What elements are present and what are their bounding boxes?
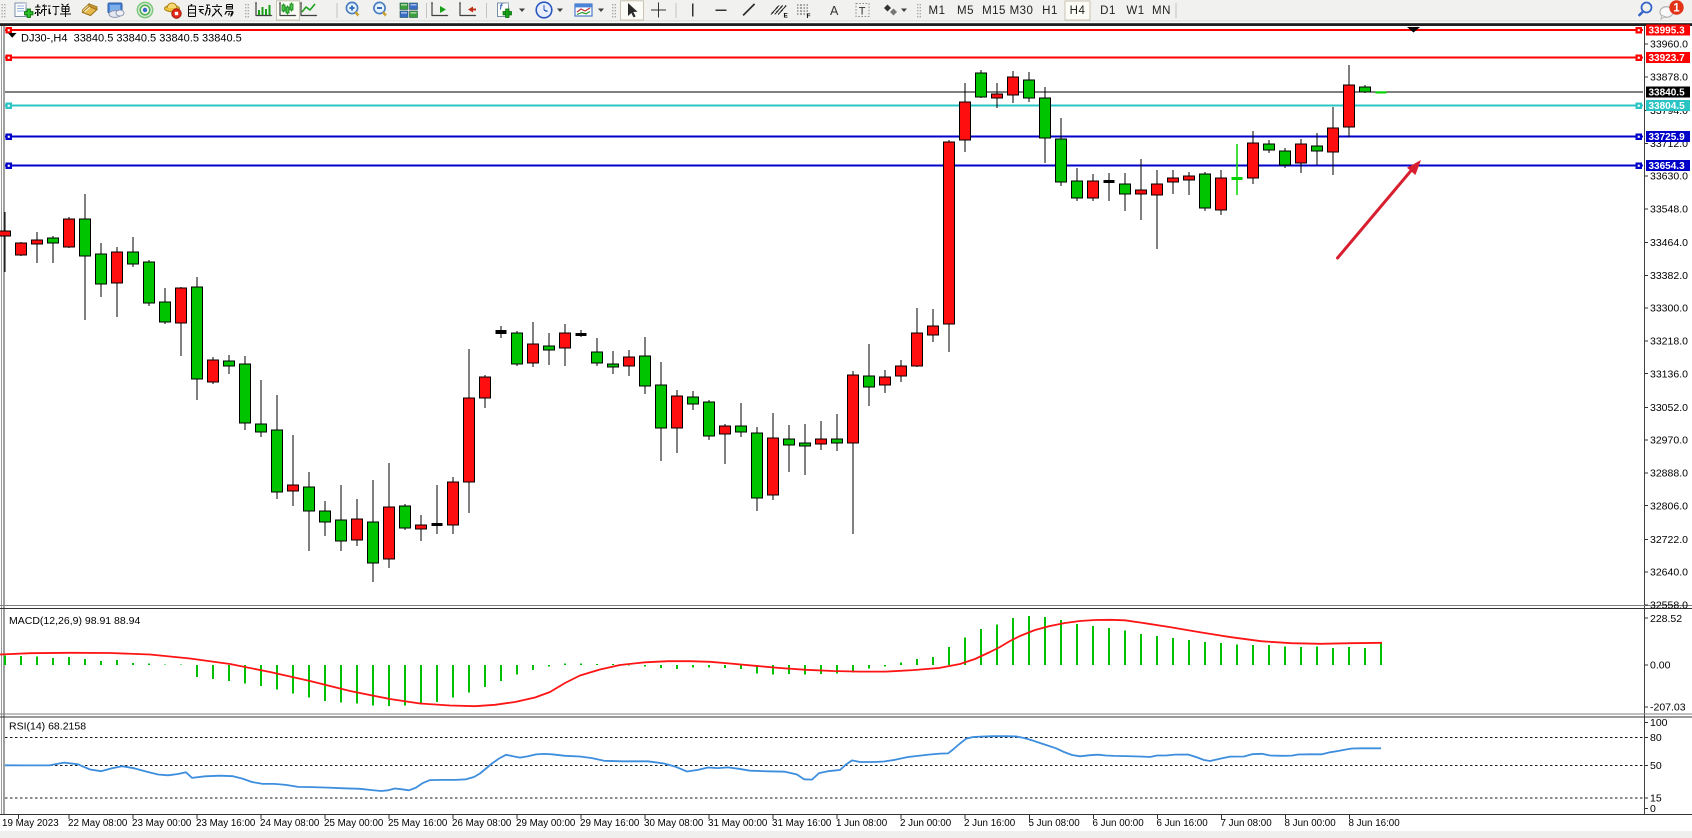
svg-text:2 Jun 00:00: 2 Jun 00:00 [900, 818, 952, 829]
svg-text:22 May 08:00: 22 May 08:00 [68, 818, 128, 829]
svg-text:31 May 00:00: 31 May 00:00 [708, 818, 768, 829]
svg-text:33218.0: 33218.0 [1650, 336, 1688, 348]
svg-text:25 May 00:00: 25 May 00:00 [324, 818, 384, 829]
svg-text:33878.0: 33878.0 [1650, 72, 1688, 84]
svg-text:33548.0: 33548.0 [1650, 204, 1688, 216]
svg-text:32640.0: 32640.0 [1650, 567, 1688, 579]
svg-text:32888.0: 32888.0 [1650, 468, 1688, 480]
svg-text:RSI(14) 68.2158: RSI(14) 68.2158 [9, 721, 86, 733]
svg-text:MACD(12,26,9) 98.91 88.94: MACD(12,26,9) 98.91 88.94 [9, 615, 140, 627]
svg-text:1 Jun 08:00: 1 Jun 08:00 [836, 818, 888, 829]
svg-text:33725.9: 33725.9 [1649, 132, 1686, 143]
svg-text:8 Jun 00:00: 8 Jun 00:00 [1285, 818, 1337, 829]
svg-text:M5: M5 [957, 5, 974, 17]
svg-text:23 May 16:00: 23 May 16:00 [196, 818, 256, 829]
svg-text:5 Jun 08:00: 5 Jun 08:00 [1029, 818, 1081, 829]
svg-text:33052.0: 33052.0 [1650, 402, 1688, 414]
svg-text:100: 100 [1650, 717, 1668, 729]
svg-text:32970.0: 32970.0 [1650, 435, 1688, 447]
svg-text:8 Jun 16:00: 8 Jun 16:00 [1349, 818, 1401, 829]
svg-text:33300.0: 33300.0 [1650, 303, 1688, 315]
svg-text:6 Jun 16:00: 6 Jun 16:00 [1157, 818, 1209, 829]
svg-text:25 May 16:00: 25 May 16:00 [388, 818, 448, 829]
svg-text:7 Jun 08:00: 7 Jun 08:00 [1221, 818, 1273, 829]
svg-text:33136.0: 33136.0 [1650, 368, 1688, 380]
svg-text:33382.0: 33382.0 [1650, 270, 1688, 282]
svg-text:33840.5: 33840.5 [1649, 88, 1686, 99]
svg-text:M15: M15 [982, 5, 1006, 17]
svg-text:50: 50 [1650, 760, 1662, 772]
svg-text:M30: M30 [1010, 5, 1034, 17]
svg-text:80: 80 [1650, 732, 1662, 744]
svg-text:H4: H4 [1070, 5, 1086, 17]
svg-text:M1: M1 [929, 5, 946, 17]
svg-text:D1: D1 [1100, 5, 1116, 17]
svg-text:32558.0: 32558.0 [1650, 600, 1688, 612]
svg-text:A: A [830, 4, 839, 18]
svg-text:32806.0: 32806.0 [1650, 500, 1688, 512]
svg-text:31 May 16:00: 31 May 16:00 [772, 818, 832, 829]
svg-text:H1: H1 [1042, 5, 1058, 17]
svg-text:1: 1 [1673, 3, 1680, 15]
svg-text:33995.3: 33995.3 [1649, 26, 1686, 37]
svg-text:33804.5: 33804.5 [1649, 101, 1686, 112]
svg-text:32722.0: 32722.0 [1650, 534, 1688, 546]
svg-text:MN: MN [1152, 5, 1171, 17]
svg-text:24 May 08:00: 24 May 08:00 [260, 818, 320, 829]
svg-text:DJ30-,H4 33840.5 33840.5 3384: DJ30-,H4 33840.5 33840.5 33840.5 33840.5 [21, 33, 242, 45]
svg-text:23 May 00:00: 23 May 00:00 [132, 818, 192, 829]
svg-text:19 May 2023: 19 May 2023 [2, 818, 59, 829]
svg-text:33464.0: 33464.0 [1650, 237, 1688, 249]
svg-text:29 May 16:00: 29 May 16:00 [580, 818, 640, 829]
svg-text:33960.0: 33960.0 [1650, 39, 1688, 51]
svg-text:33630.0: 33630.0 [1650, 171, 1688, 183]
svg-text:f: f [500, 3, 504, 12]
svg-text:29 May 00:00: 29 May 00:00 [516, 818, 576, 829]
svg-text:0: 0 [1650, 803, 1656, 815]
svg-text:-207.03: -207.03 [1650, 702, 1686, 714]
svg-text:2 Jun 16:00: 2 Jun 16:00 [964, 818, 1016, 829]
svg-text:30 May 08:00: 30 May 08:00 [644, 818, 704, 829]
svg-text:33654.3: 33654.3 [1649, 161, 1686, 172]
svg-text:0.00: 0.00 [1650, 660, 1671, 672]
svg-text:6 Jun 00:00: 6 Jun 00:00 [1093, 818, 1145, 829]
svg-text:W1: W1 [1126, 5, 1144, 17]
svg-text:26 May 08:00: 26 May 08:00 [452, 818, 512, 829]
svg-text:15: 15 [1650, 793, 1662, 805]
svg-text:F: F [807, 13, 811, 20]
svg-text:T: T [859, 6, 866, 18]
svg-text:33923.7: 33923.7 [1649, 53, 1686, 64]
svg-text:228.52: 228.52 [1650, 613, 1682, 625]
svg-text:E: E [784, 13, 789, 20]
